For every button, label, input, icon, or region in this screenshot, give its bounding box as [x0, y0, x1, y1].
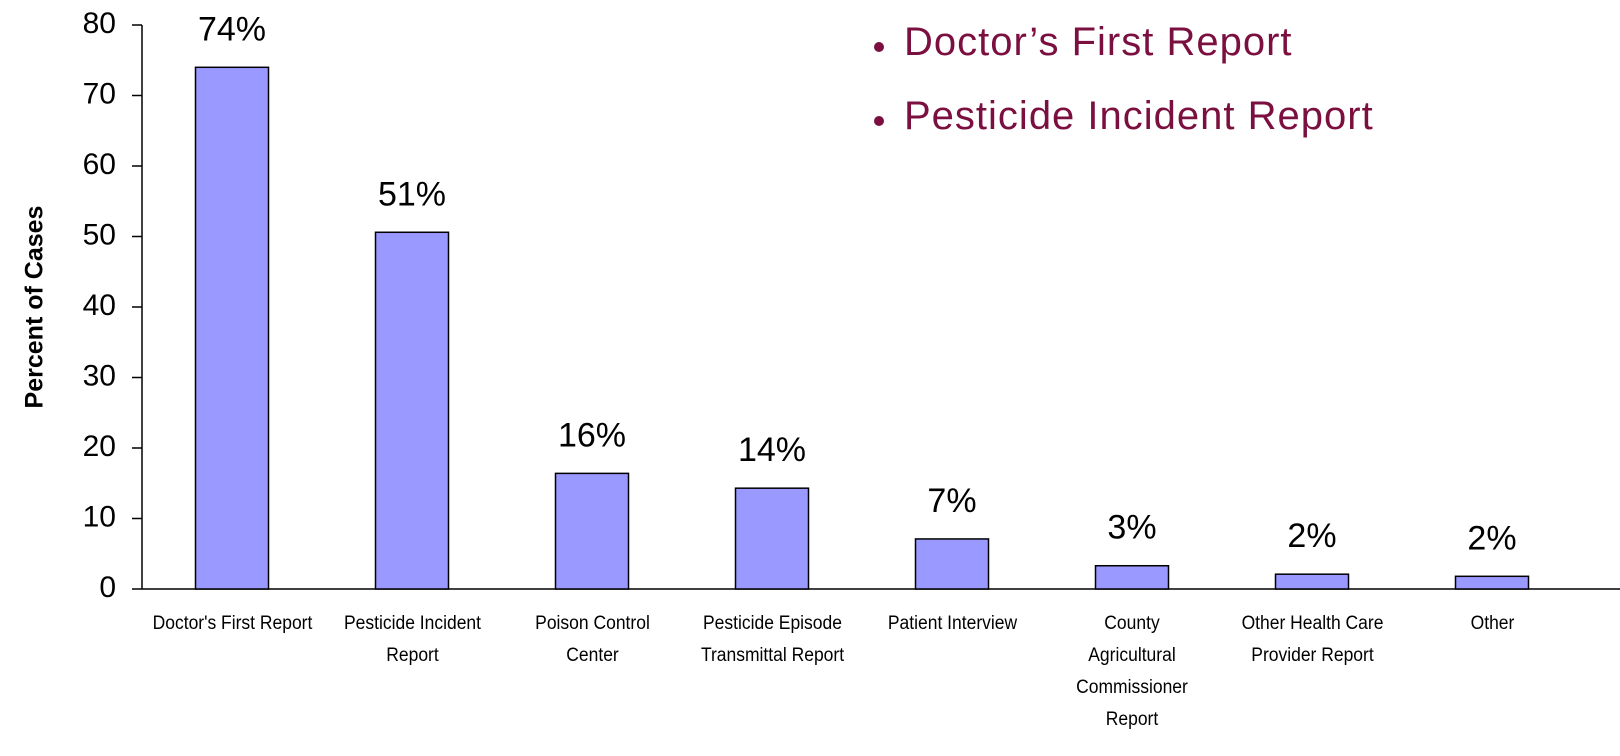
y-tick-label: 0: [99, 571, 116, 604]
bar: [734, 487, 810, 590]
bullet: [874, 42, 884, 52]
bar: [374, 231, 450, 590]
data-label: 74%: [198, 10, 266, 48]
data-label: 16%: [558, 416, 626, 454]
data-label: 14%: [738, 431, 806, 469]
annotation: Pesticide Incident Report: [870, 94, 1374, 139]
data-label: 2%: [1467, 519, 1516, 557]
x-tick-label: Pesticide Incident Report: [343, 613, 481, 666]
x-tick-label: Patient Interview: [887, 613, 1017, 634]
bullet: [874, 116, 884, 126]
bar: [1094, 564, 1170, 590]
y-tick-label: 40: [83, 289, 116, 322]
bar: [1454, 575, 1530, 590]
y-tick-label: 50: [83, 218, 116, 251]
x-tick-label: Doctor's First Report: [152, 613, 312, 634]
data-label: 51%: [378, 175, 446, 213]
bar: [194, 66, 270, 590]
x-tick-label: Pesticide Episode Transmittal Report: [700, 613, 844, 666]
bar: [554, 472, 630, 590]
x-tick-label: Other Health Care Provider Report: [1241, 613, 1383, 666]
bar: [914, 538, 990, 590]
y-axis-title: Percent of Cases: [21, 206, 49, 409]
x-tick-label: Poison Control Center: [534, 613, 650, 666]
annotation: Doctor’s First Report: [870, 20, 1293, 65]
data-label: 3%: [1107, 509, 1156, 547]
y-tick-label: 30: [83, 359, 116, 392]
y-tick-label: 10: [83, 500, 116, 533]
y-tick-label: 80: [83, 7, 116, 40]
bar: [1274, 573, 1350, 590]
y-tick-label: 20: [83, 430, 116, 463]
x-tick-label: Other: [1470, 613, 1514, 634]
y-tick-label: 70: [83, 77, 116, 110]
y-tick-label: 60: [83, 148, 116, 181]
data-label: 7%: [927, 482, 976, 520]
data-label: 2%: [1287, 517, 1336, 555]
x-tick-label: County Agricultural Commissioner Report: [1076, 613, 1188, 730]
